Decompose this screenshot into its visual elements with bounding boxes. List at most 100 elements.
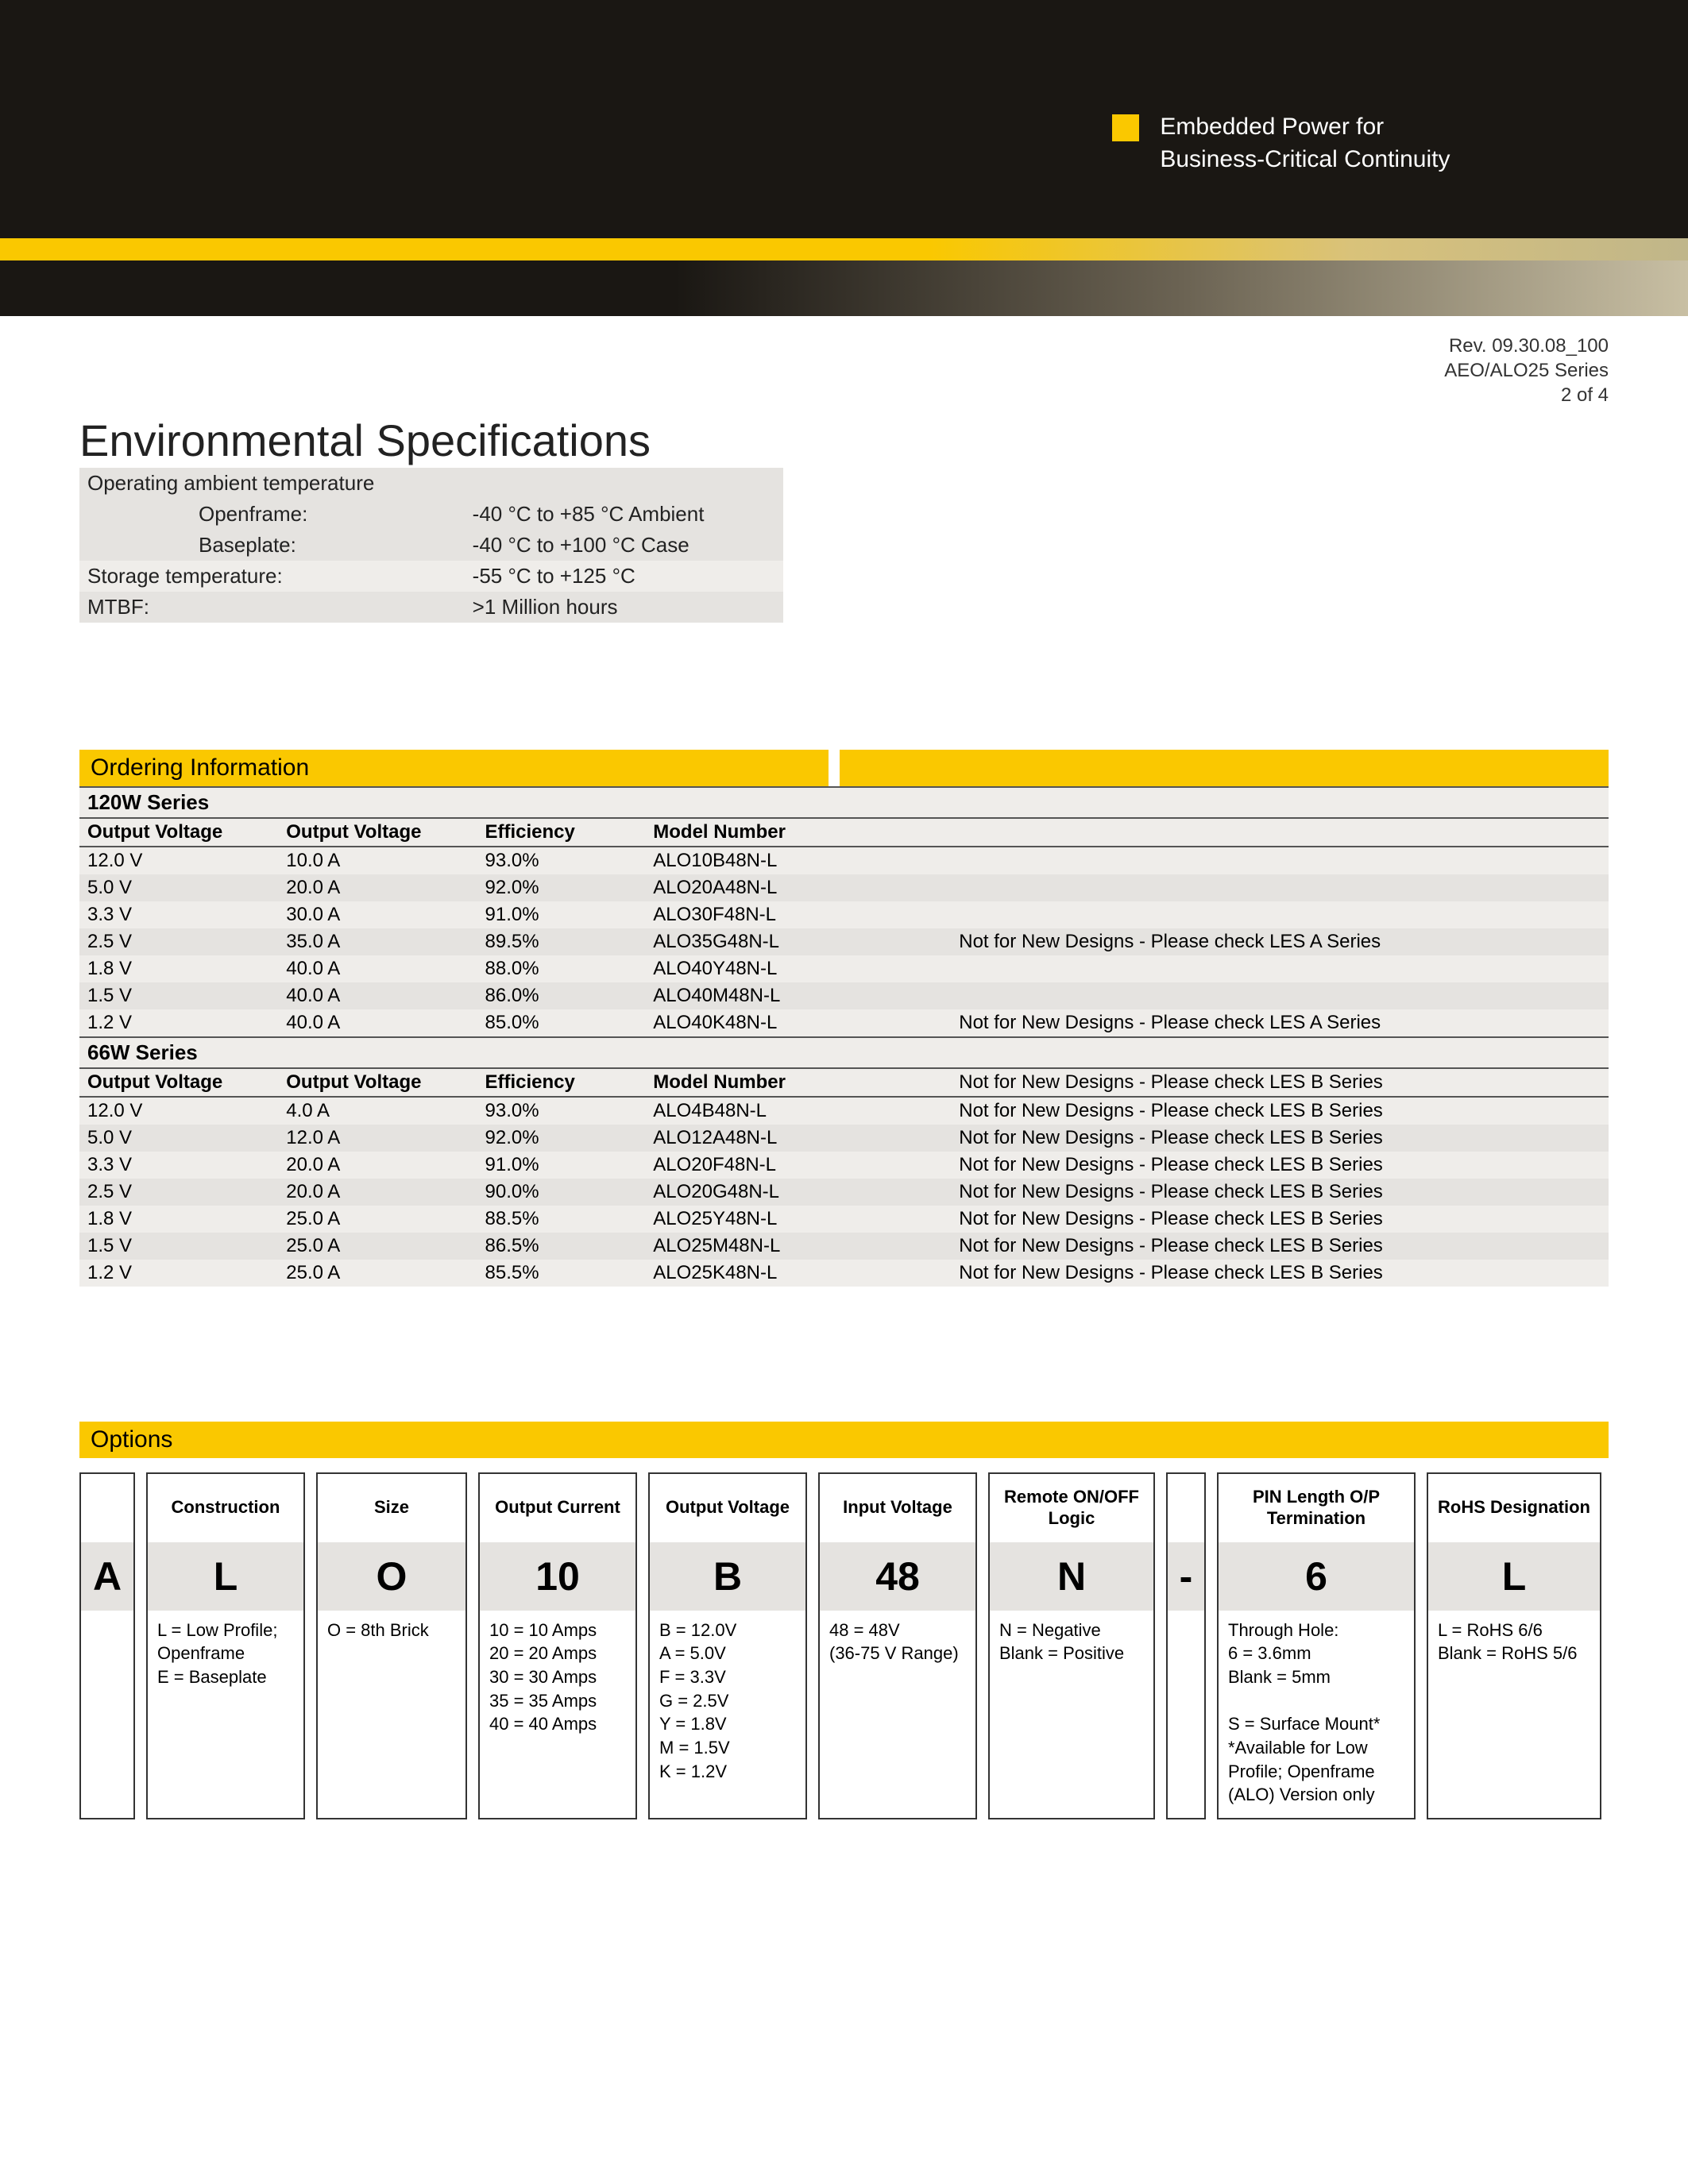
decoder-desc: O = 8th Brick bbox=[318, 1611, 465, 1819]
ordering-column-header: Output Voltage bbox=[79, 818, 278, 847]
ordering-cell: ALO20A48N-L bbox=[645, 874, 951, 901]
series-name: 120W Series bbox=[79, 787, 1609, 818]
env-label: Openframe: bbox=[87, 502, 473, 527]
ordering-column-header: Efficiency bbox=[477, 818, 646, 847]
env-row: Storage temperature:-55 °C to +125 °C bbox=[79, 561, 783, 592]
ordering-cell: 1.5 V bbox=[79, 982, 278, 1009]
ordering-cell: 12.0 A bbox=[278, 1125, 477, 1152]
ordering-cell: ALO20G48N-L bbox=[645, 1179, 951, 1206]
ordering-cell: 92.0% bbox=[477, 1125, 646, 1152]
decoder-code: O bbox=[318, 1542, 465, 1611]
tagline-line1: Embedded Power for bbox=[1160, 114, 1384, 140]
ordering-cell: 25.0 A bbox=[278, 1233, 477, 1260]
decoder-desc: L = RoHS 6/6Blank = RoHS 5/6 bbox=[1428, 1611, 1600, 1819]
decoder-header: Output Voltage bbox=[650, 1474, 805, 1542]
decoder-cell: Output Current1010 = 10 Amps20 = 20 Amps… bbox=[478, 1472, 637, 1820]
accent-square-icon bbox=[1112, 114, 1139, 141]
decoder-code: 6 bbox=[1219, 1542, 1414, 1611]
ordering-cell: ALO4B48N-L bbox=[645, 1097, 951, 1125]
decoder-header: RoHS Designation bbox=[1428, 1474, 1600, 1542]
ordering-cell: 5.0 V bbox=[79, 874, 278, 901]
ordering-column-header: Output Voltage bbox=[278, 818, 477, 847]
header-banner: Embedded Power for Business-Critical Con… bbox=[0, 0, 1688, 316]
revision-series: AEO/ALO25 Series bbox=[0, 358, 1609, 383]
ordering-cell bbox=[951, 847, 1609, 874]
ordering-cell: 92.0% bbox=[477, 874, 646, 901]
decoder-desc: L = Low Profile; OpenframeE = Baseplate bbox=[148, 1611, 303, 1819]
env-row: Baseplate:-40 °C to +100 °C Case bbox=[79, 530, 783, 561]
ordering-row: 1.8 V40.0 A88.0%ALO40Y48N-L bbox=[79, 955, 1609, 982]
ordering-row: 12.0 V4.0 A93.0%ALO4B48N-LNot for New De… bbox=[79, 1097, 1609, 1125]
tagline: Embedded Power for Business-Critical Con… bbox=[1112, 111, 1450, 176]
decoder-desc: B = 12.0VA = 5.0VF = 3.3VG = 2.5VY = 1.8… bbox=[650, 1611, 805, 1819]
decoder-code: 10 bbox=[480, 1542, 635, 1611]
ordering-cell: Not for New Designs - Please check LES B… bbox=[951, 1206, 1609, 1233]
ordering-cell: 20.0 A bbox=[278, 874, 477, 901]
ordering-row: 1.2 V40.0 A85.0%ALO40K48N-LNot for New D… bbox=[79, 1009, 1609, 1037]
ordering-row: 2.5 V35.0 A89.5%ALO35G48N-LNot for New D… bbox=[79, 928, 1609, 955]
decoder-cell: RoHS DesignationLL = RoHS 6/6Blank = RoH… bbox=[1427, 1472, 1601, 1820]
ordering-row: 3.3 V20.0 A91.0%ALO20F48N-LNot for New D… bbox=[79, 1152, 1609, 1179]
ordering-cell: 4.0 A bbox=[278, 1097, 477, 1125]
decoder-header: Input Voltage bbox=[820, 1474, 975, 1542]
ordering-cell bbox=[951, 901, 1609, 928]
ordering-row: 2.5 V20.0 A90.0%ALO20G48N-LNot for New D… bbox=[79, 1179, 1609, 1206]
ordering-row: 5.0 V20.0 A92.0%ALO20A48N-L bbox=[79, 874, 1609, 901]
ordering-row: 1.5 V40.0 A86.0%ALO40M48N-L bbox=[79, 982, 1609, 1009]
revision-page: 2 of 4 bbox=[0, 383, 1609, 407]
decoder-code: L bbox=[1428, 1542, 1600, 1611]
env-label: Baseplate: bbox=[87, 533, 473, 558]
ordering-cell bbox=[951, 982, 1609, 1009]
ordering-cell: 1.8 V bbox=[79, 1206, 278, 1233]
ordering-header-bar: Ordering Information bbox=[79, 750, 1609, 786]
decoder-cell: ConstructionLL = Low Profile; OpenframeE… bbox=[146, 1472, 305, 1820]
options-title: Options bbox=[91, 1426, 172, 1453]
decoder-code: N bbox=[990, 1542, 1153, 1611]
env-row: MTBF:>1 Million hours bbox=[79, 592, 783, 623]
ordering-row: 1.2 V25.0 A85.5%ALO25K48N-LNot for New D… bbox=[79, 1260, 1609, 1287]
ordering-cell: 3.3 V bbox=[79, 901, 278, 928]
ordering-cell: 40.0 A bbox=[278, 982, 477, 1009]
ordering-cell: Not for New Designs - Please check LES A… bbox=[951, 928, 1609, 955]
env-value: -40 °C to +100 °C Case bbox=[473, 533, 775, 558]
decoder-header: PIN Length O/P Termination bbox=[1219, 1474, 1414, 1542]
decoder-cell: Remote ON/OFF LogicNN = NegativeBlank = … bbox=[988, 1472, 1155, 1820]
env-value bbox=[473, 471, 775, 496]
ordering-column-header: Efficiency bbox=[477, 1068, 646, 1097]
ordering-cell: ALO12A48N-L bbox=[645, 1125, 951, 1152]
ordering-table: 120W SeriesOutput VoltageOutput VoltageE… bbox=[79, 786, 1609, 1287]
ordering-cell: 85.0% bbox=[477, 1009, 646, 1037]
ordering-cell: ALO25K48N-L bbox=[645, 1260, 951, 1287]
tagline-line2: Business-Critical Continuity bbox=[1160, 146, 1450, 172]
ordering-cell: Not for New Designs - Please check LES B… bbox=[951, 1233, 1609, 1260]
env-label: Operating ambient temperature bbox=[87, 471, 473, 496]
ordering-cell: 93.0% bbox=[477, 847, 646, 874]
ordering-cell bbox=[951, 874, 1609, 901]
ordering-column-header: Output Voltage bbox=[79, 1068, 278, 1097]
ordering-cell: 35.0 A bbox=[278, 928, 477, 955]
ordering-row: 1.8 V25.0 A88.5%ALO25Y48N-LNot for New D… bbox=[79, 1206, 1609, 1233]
ordering-cell: 5.0 V bbox=[79, 1125, 278, 1152]
ordering-cell: 1.2 V bbox=[79, 1260, 278, 1287]
decoder-header: Output Current bbox=[480, 1474, 635, 1542]
banner-gradient-stripe bbox=[0, 260, 1688, 316]
ordering-cell: 91.0% bbox=[477, 1152, 646, 1179]
ordering-cell: 30.0 A bbox=[278, 901, 477, 928]
ordering-cell: 12.0 V bbox=[79, 847, 278, 874]
decoder-desc: 48 = 48V(36-75 V Range) bbox=[820, 1611, 975, 1819]
env-value: >1 Million hours bbox=[473, 595, 775, 619]
options-header-bar: Options bbox=[79, 1422, 1609, 1458]
banner-yellow-stripe bbox=[0, 238, 1688, 260]
ordering-cell: 25.0 A bbox=[278, 1206, 477, 1233]
decoder-cell: PIN Length O/P Termination6Through Hole:… bbox=[1217, 1472, 1416, 1820]
ordering-row: 5.0 V12.0 A92.0%ALO12A48N-LNot for New D… bbox=[79, 1125, 1609, 1152]
ordering-cell: 20.0 A bbox=[278, 1152, 477, 1179]
decoder-desc: N = NegativeBlank = Positive bbox=[990, 1611, 1153, 1819]
env-row: Operating ambient temperature bbox=[79, 468, 783, 499]
ordering-cell: Not for New Designs - Please check LES A… bbox=[951, 1009, 1609, 1037]
ordering-cell: 20.0 A bbox=[278, 1179, 477, 1206]
ordering-cell: 85.5% bbox=[477, 1260, 646, 1287]
decoder-header: Size bbox=[318, 1474, 465, 1542]
ordering-cell: 1.8 V bbox=[79, 955, 278, 982]
decoder-cell: Input Voltage4848 = 48V(36-75 V Range) bbox=[818, 1472, 977, 1820]
